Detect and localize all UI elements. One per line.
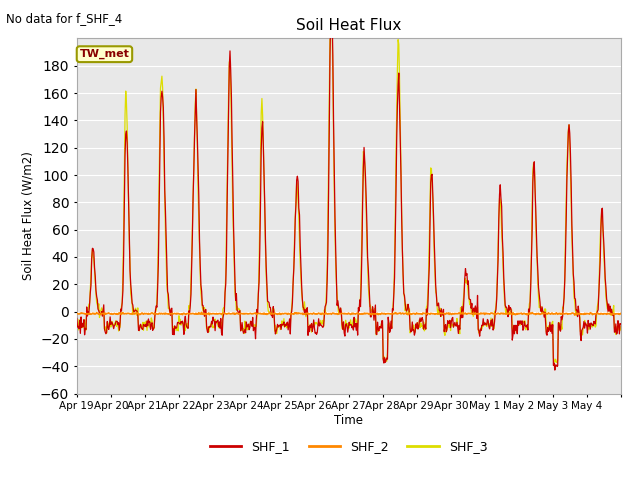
Title: Soil Heat Flux: Soil Heat Flux bbox=[296, 18, 401, 33]
SHF_3 bbox=[284, 323, 292, 329]
SHF_3 bbox=[436, 305, 444, 311]
SHF_2 bbox=[264, 311, 271, 317]
Text: No data for f_SHF_4: No data for f_SHF_4 bbox=[6, 12, 123, 25]
Y-axis label: Soil Heat Flux (W/m2): Soil Heat Flux (W/m2) bbox=[21, 152, 35, 280]
SHF_2 bbox=[617, 311, 625, 316]
SHF_1 bbox=[137, 322, 145, 327]
SHF_2 bbox=[435, 312, 443, 317]
Line: SHF_1: SHF_1 bbox=[77, 0, 621, 370]
SHF_3 bbox=[264, 302, 271, 308]
SHF_3 bbox=[406, 306, 413, 312]
X-axis label: Time: Time bbox=[334, 414, 364, 427]
SHF_1 bbox=[436, 308, 444, 313]
SHF_2 bbox=[571, 312, 579, 318]
Text: TW_met: TW_met bbox=[79, 49, 129, 60]
SHF_1 bbox=[264, 299, 271, 304]
SHF_3 bbox=[137, 324, 145, 330]
SHF_1 bbox=[73, 315, 81, 321]
SHF_1 bbox=[551, 367, 559, 373]
SHF_2 bbox=[405, 311, 413, 316]
SHF_3 bbox=[73, 323, 81, 329]
SHF_1 bbox=[406, 311, 413, 317]
Legend: SHF_1, SHF_2, SHF_3: SHF_1, SHF_2, SHF_3 bbox=[205, 435, 492, 458]
Line: SHF_3: SHF_3 bbox=[77, 0, 621, 362]
SHF_2 bbox=[284, 311, 292, 316]
SHF_3 bbox=[617, 327, 625, 333]
SHF_1 bbox=[237, 328, 244, 334]
Line: SHF_2: SHF_2 bbox=[77, 312, 621, 315]
SHF_1 bbox=[284, 327, 292, 333]
SHF_3 bbox=[553, 360, 561, 365]
SHF_2 bbox=[459, 310, 467, 315]
SHF_2 bbox=[137, 312, 145, 317]
SHF_2 bbox=[73, 311, 81, 316]
SHF_1 bbox=[617, 321, 625, 327]
SHF_2 bbox=[237, 311, 244, 316]
SHF_3 bbox=[237, 324, 244, 330]
